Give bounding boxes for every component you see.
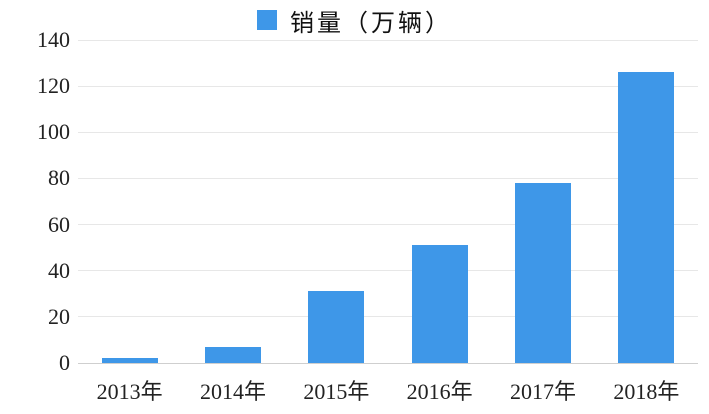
x-axis-baseline <box>78 362 698 364</box>
bar-2015年 <box>308 291 365 363</box>
bar-2013年 <box>101 358 158 363</box>
x-tick-label: 2016年 <box>406 379 473 404</box>
y-tick-label: 80 <box>48 165 70 191</box>
gridline <box>78 39 698 41</box>
bar-2018年 <box>618 72 675 363</box>
y-tick-label: 140 <box>37 27 70 52</box>
y-tick-label: 40 <box>48 257 70 283</box>
chart-legend: 销量（万辆） <box>0 5 709 37</box>
bar-2016年 <box>411 245 468 363</box>
x-tick-label: 2014年 <box>199 379 266 404</box>
gridline <box>78 131 698 133</box>
gridline <box>78 177 698 179</box>
gridline <box>78 270 698 272</box>
gridline <box>78 224 698 226</box>
gridline <box>78 85 698 87</box>
legend-label: 销量（万辆） <box>290 9 452 37</box>
x-tick-label: 2018年 <box>613 379 680 404</box>
y-tick-label: 100 <box>37 119 70 145</box>
y-tick-label: 120 <box>37 73 70 99</box>
y-tick-label: 0 <box>59 350 70 375</box>
gridline <box>78 316 698 318</box>
y-tick-label: 20 <box>48 303 70 329</box>
bar-2014年 <box>205 346 261 363</box>
x-tick-label: 2013年 <box>96 379 163 404</box>
bar-2017年 <box>515 183 571 363</box>
legend-color-swatch <box>257 10 277 30</box>
x-tick-label: 2017年 <box>509 379 576 404</box>
y-tick-label: 60 <box>48 211 70 237</box>
x-tick-label: 2015年 <box>303 379 370 404</box>
